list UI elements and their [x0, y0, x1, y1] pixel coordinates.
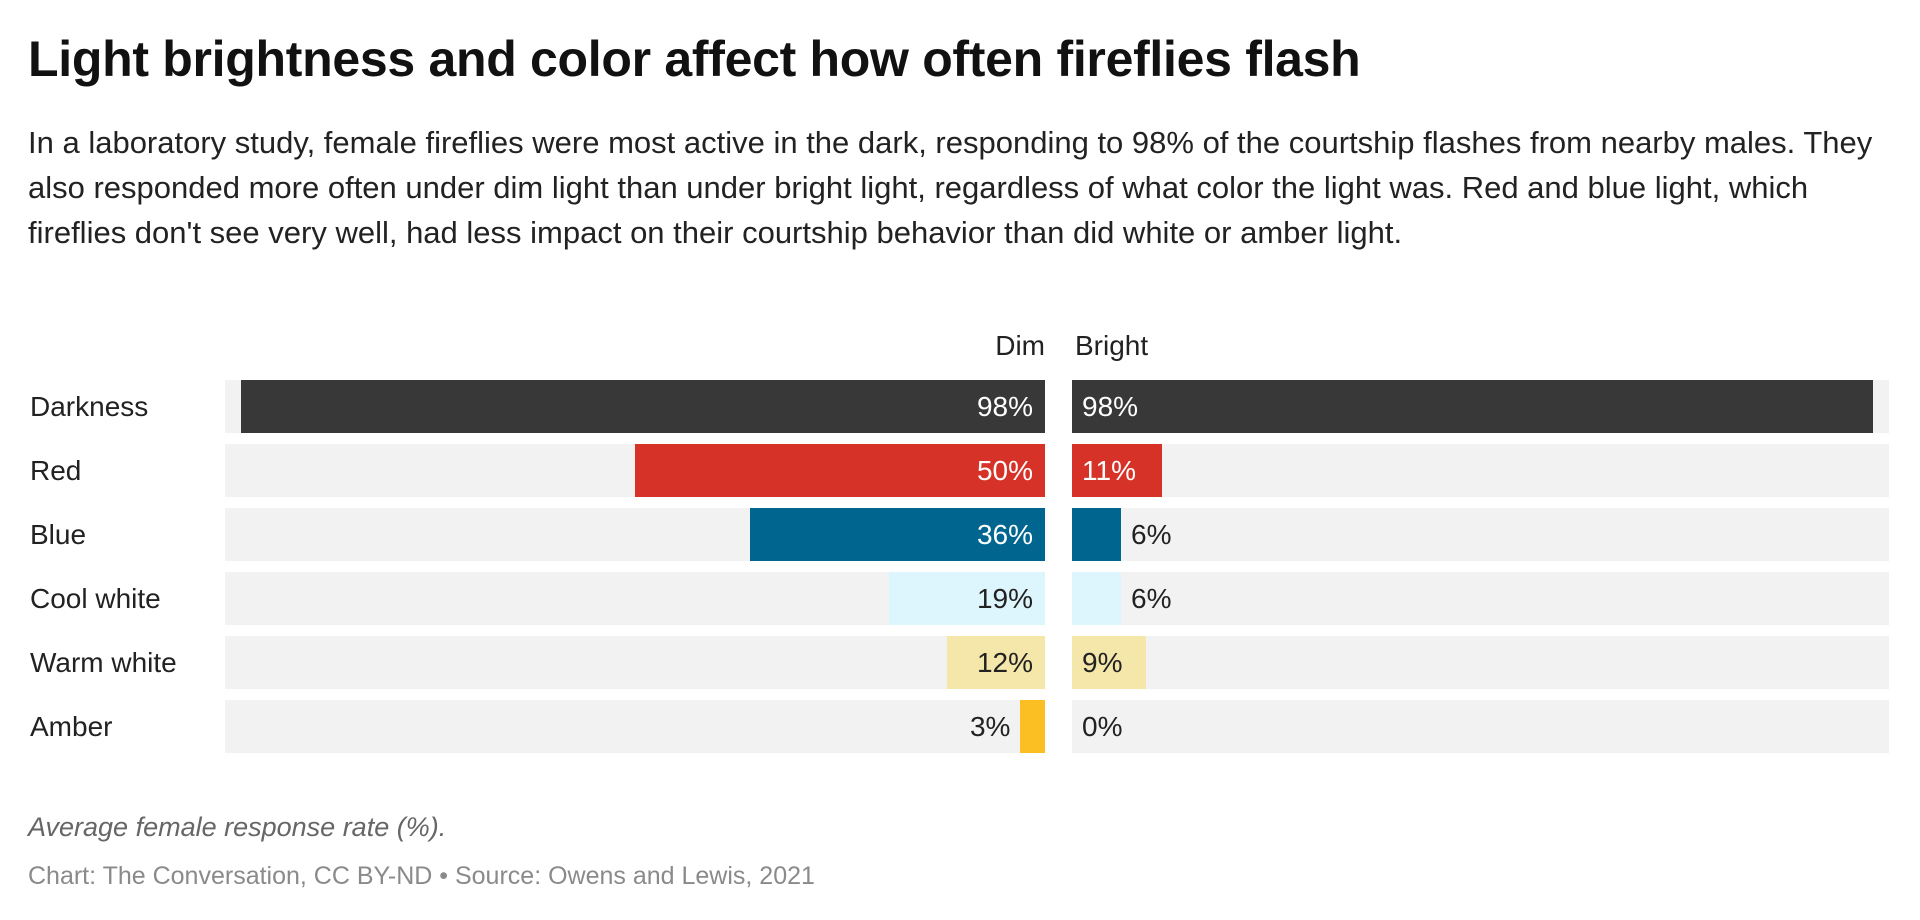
- bar-dim: [1020, 700, 1045, 753]
- bar-bright: [1072, 508, 1122, 561]
- value-label-dim: 19%: [976, 583, 1033, 614]
- column-header-dim: Dim: [995, 330, 1045, 361]
- value-label-dim: 12%: [976, 647, 1033, 678]
- track-bright: [1072, 508, 1889, 561]
- bar-dim: [241, 380, 1045, 433]
- chart-subtitle: In a laboratory study, female fireflies …: [28, 125, 1873, 250]
- category-label: Warm white: [30, 647, 177, 678]
- bar-bright: [1072, 636, 1146, 689]
- track-bright: [1072, 700, 1889, 753]
- value-label-bright: 0%: [1082, 711, 1123, 742]
- bar-bright: [1072, 444, 1162, 497]
- chart-source: Chart: The Conversation, CC BY-ND • Sour…: [28, 862, 815, 890]
- track-dim: [225, 444, 1045, 497]
- chart-title: Light brightness and color affect how of…: [28, 31, 1361, 87]
- track-dim: [225, 572, 1045, 625]
- value-label-bright: 9%: [1082, 647, 1123, 678]
- category-label: Blue: [30, 519, 87, 550]
- track-dim: [225, 508, 1045, 561]
- track-dim: [225, 700, 1045, 753]
- track-dim: [225, 636, 1045, 689]
- track-bright: [1072, 380, 1889, 433]
- bar-bright: [1072, 380, 1873, 433]
- chart-note: Average female response rate (%).: [28, 812, 447, 842]
- category-label: Red: [30, 455, 82, 486]
- track-bright: [1072, 572, 1889, 625]
- bar-dim: [635, 444, 1045, 497]
- category-label: Amber: [30, 711, 113, 742]
- value-label-bright: 11%: [1082, 455, 1136, 486]
- category-label: Darkness: [30, 391, 149, 422]
- bar-dim: [749, 508, 1045, 561]
- category-label: Cool white: [30, 583, 161, 614]
- value-label-bright: 6%: [1131, 583, 1172, 614]
- value-label-dim: 50%: [976, 455, 1033, 486]
- value-label-dim: 3%: [969, 711, 1011, 742]
- track-bright: [1072, 636, 1889, 689]
- value-label-bright: 6%: [1131, 519, 1172, 550]
- value-label-dim: 36%: [976, 519, 1033, 550]
- track-dim: [225, 380, 1045, 433]
- bar-bright: [1072, 572, 1122, 625]
- value-label-dim: 98%: [976, 391, 1033, 422]
- bar-dim: [889, 572, 1045, 625]
- bar-dim: [946, 636, 1045, 689]
- column-header-bright: Bright: [1075, 330, 1149, 361]
- track-bright: [1072, 444, 1889, 497]
- value-label-bright: 98%: [1082, 391, 1139, 422]
